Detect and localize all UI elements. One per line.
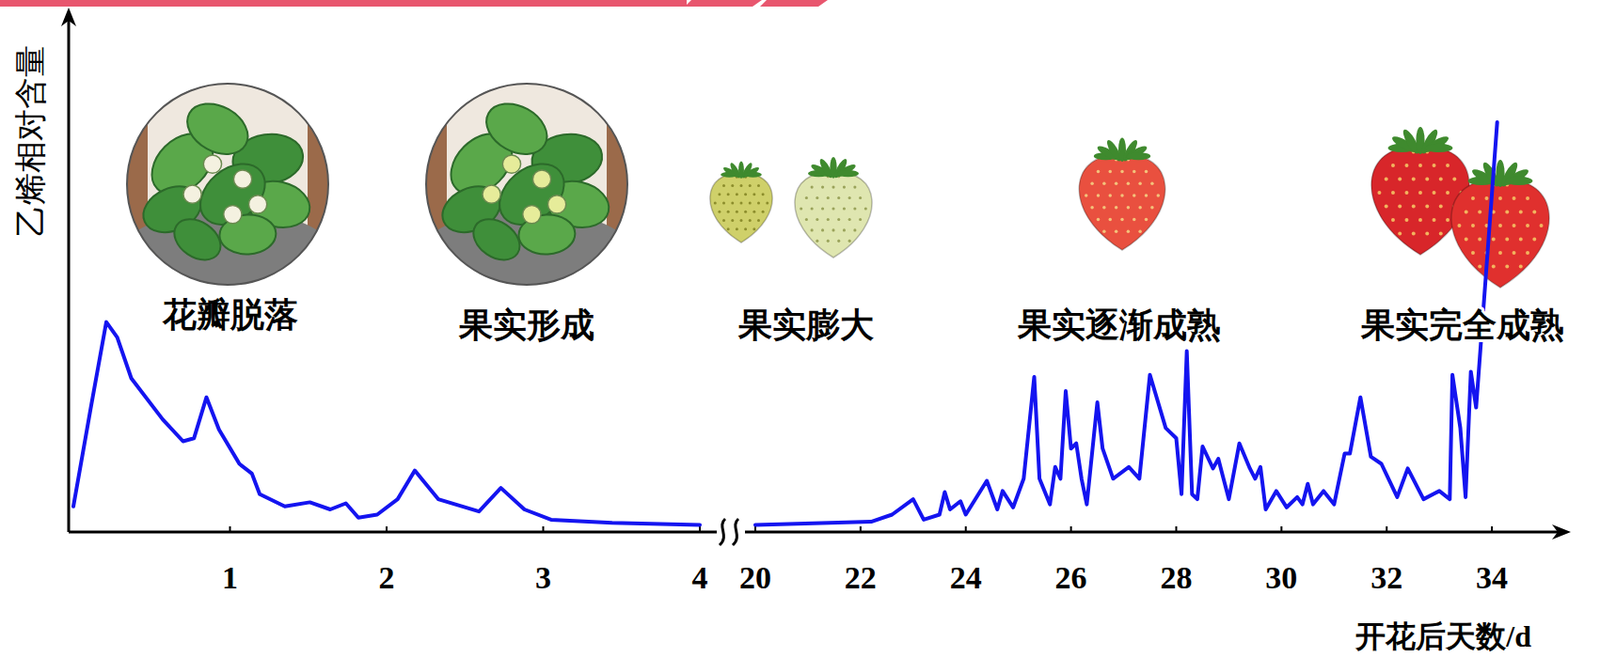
top-bar	[684, 0, 762, 7]
top-bar	[0, 0, 687, 7]
x-tick	[229, 526, 232, 533]
strawberry-icon	[1451, 159, 1550, 288]
top-bar	[760, 0, 828, 7]
chart: 12342022242628303234乙烯相对含量开花后天数/d花瓣脱落果实形…	[0, 0, 1600, 657]
plot-area	[73, 122, 1498, 525]
x-tick-label: 4	[692, 560, 709, 596]
x-tick	[698, 526, 701, 533]
x-tick	[965, 526, 967, 533]
stage-label: 花瓣脱落	[161, 296, 299, 334]
x-tick	[1385, 526, 1388, 533]
x-tick-label: 24	[950, 560, 983, 596]
x-tick-label: 2	[379, 560, 396, 596]
axis-break	[732, 519, 739, 546]
x-arrow	[1552, 524, 1571, 540]
strawberry-icon	[1078, 138, 1166, 251]
x-axis	[744, 531, 1566, 535]
x-tick	[385, 526, 388, 533]
line-series	[73, 122, 1498, 525]
x-axis-title: 开花后天数/d	[1354, 619, 1532, 654]
y-axis-title: 乙烯相对含量	[13, 45, 48, 238]
x-tick-label: 1	[221, 560, 238, 596]
y-axis	[67, 13, 71, 533]
stage-label: 果实膨大	[737, 306, 874, 345]
x-tick	[1070, 526, 1073, 533]
stage-label: 果实形成	[458, 306, 595, 345]
plant-icon	[116, 83, 338, 311]
x-tick	[1490, 526, 1493, 533]
x-tick-label: 34	[1475, 560, 1508, 596]
x-tick	[1280, 526, 1283, 533]
stage-label: 果实完全成熟	[1360, 306, 1565, 345]
x-axis	[68, 531, 717, 535]
x-tick-label: 28	[1159, 560, 1192, 596]
x-tick	[1174, 526, 1177, 533]
stage-icons	[116, 83, 1550, 311]
strawberry-icon	[794, 157, 872, 258]
x-tick-label: 32	[1370, 560, 1403, 596]
axes: 12342022242628303234	[61, 7, 1571, 596]
strawberry-icon	[710, 160, 773, 243]
y-arrow	[61, 7, 77, 27]
x-tick	[754, 526, 757, 533]
x-tick-label: 20	[739, 560, 772, 596]
x-tick-label: 30	[1265, 560, 1298, 596]
stage-label: 果实逐渐成熟	[1016, 306, 1221, 345]
axis-break	[719, 519, 726, 546]
plant-icon	[415, 83, 637, 311]
x-tick	[859, 526, 862, 533]
x-tick	[542, 526, 545, 533]
x-tick-label: 3	[535, 560, 552, 596]
x-tick-label: 22	[844, 560, 877, 596]
x-tick-label: 26	[1055, 560, 1088, 596]
